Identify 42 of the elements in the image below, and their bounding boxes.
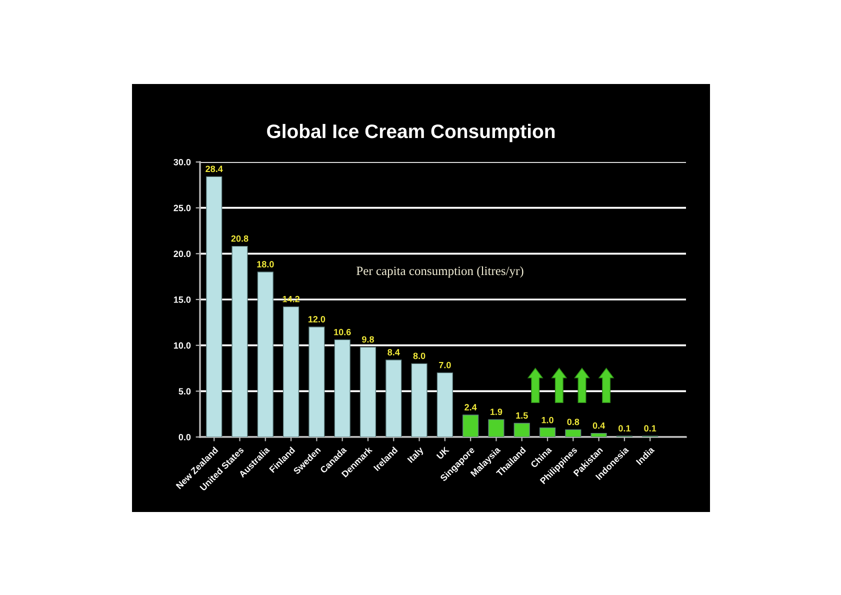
data-label: 28.4 (206, 166, 223, 172)
data-label: 7.0 (439, 362, 451, 368)
data-label: 2.4 (464, 404, 477, 410)
y-tick-label: 10.0 (174, 342, 191, 349)
bar (411, 363, 428, 437)
data-label: 8.0 (413, 352, 426, 360)
y-tick-label: 25.0 (174, 204, 191, 212)
bar (257, 272, 274, 437)
bar (386, 360, 402, 437)
y-tick-label: 15.0 (174, 296, 191, 303)
data-label: 12.0 (308, 316, 326, 322)
y-tick-label: 20.0 (174, 250, 191, 258)
data-label: 1.9 (490, 408, 502, 416)
data-label: 0.1 (644, 425, 656, 432)
bar (283, 306, 300, 437)
bar (590, 432, 607, 437)
y-tick-label: 0.0 (178, 434, 191, 440)
data-label: 0.4 (592, 422, 606, 429)
data-label: 10.6 (334, 328, 351, 336)
data-label: 9.8 (362, 336, 374, 343)
y-tick-label: 30.0 (174, 158, 191, 166)
bar (436, 372, 453, 437)
bar (514, 422, 530, 437)
data-label: 1.5 (516, 412, 528, 419)
data-label: 18.0 (257, 261, 274, 268)
bar (206, 176, 222, 437)
bar (308, 326, 325, 437)
data-label: 1.0 (542, 416, 554, 424)
annotation: Per capita consumption (litres/yr) (356, 266, 524, 278)
data-label: 20.8 (231, 235, 248, 242)
bar (565, 429, 582, 437)
data-label: 0.8 (567, 418, 580, 426)
bar (462, 414, 479, 437)
data-label: 0.1 (618, 425, 630, 432)
bar (488, 419, 504, 437)
bar (539, 427, 556, 437)
y-tick-label: 5.0 (178, 388, 191, 395)
bar (360, 346, 376, 437)
chart-title: Global Ice Cream Consumption (267, 124, 555, 142)
bar (334, 339, 350, 437)
bar (232, 246, 248, 437)
data-label: 8.4 (388, 349, 400, 356)
